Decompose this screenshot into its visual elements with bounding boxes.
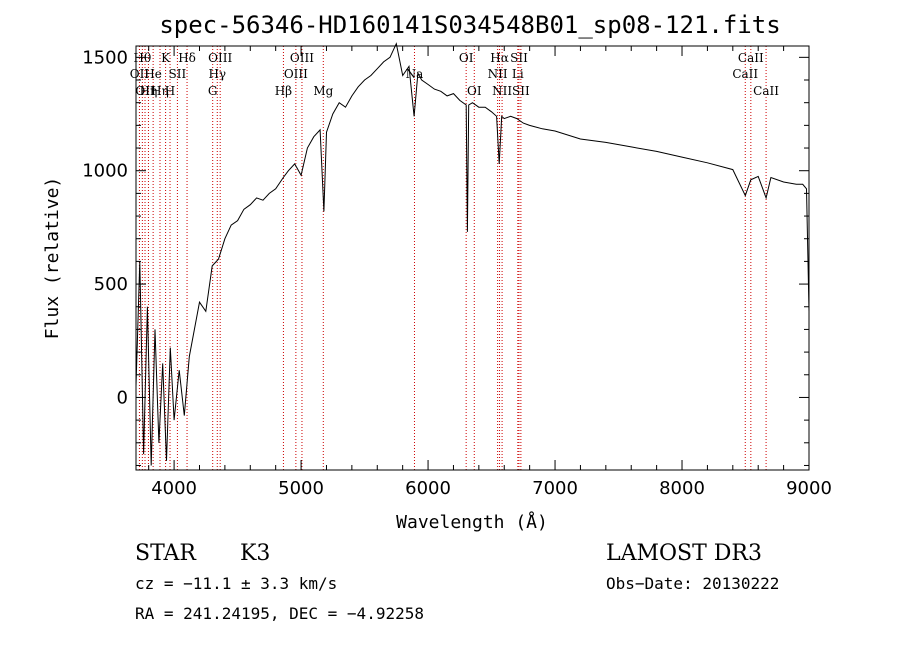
y-axis-label: Flux (relative) <box>42 177 63 340</box>
emission-line-label: G <box>208 84 218 98</box>
emission-line-label: CaII <box>738 51 764 65</box>
x-axis-label: Wavelength (Å) <box>396 511 548 533</box>
x-axis: 4000 5000 6000 7000 8000 9000 <box>148 46 832 499</box>
emission-line-label: Hη <box>140 84 158 98</box>
emission-line-label: OIII <box>284 67 308 81</box>
emission-line-label: K <box>161 51 171 65</box>
emission-line-label: SII <box>169 67 187 81</box>
emission-line-label: Hγ <box>208 67 226 81</box>
emission-line-label: Hδ <box>178 51 196 65</box>
x-tick-label: 7000 <box>532 478 578 499</box>
object-class: STAR <box>135 541 197 566</box>
emission-line-label: NII <box>492 84 512 98</box>
x-tick-label: 6000 <box>405 478 451 499</box>
emission-line-label: Hη <box>151 84 169 98</box>
coordinates: RA = 241.24195, DEC = −4.92258 <box>135 604 424 623</box>
emission-line-label: Hβ <box>275 84 292 98</box>
emission-line-label: CaII <box>732 67 758 81</box>
emission-line-label: SII <box>510 51 528 65</box>
y-tick-label: 1000 <box>82 161 128 182</box>
emission-line-markers <box>138 46 767 470</box>
emission-line-label: NII <box>488 67 508 81</box>
plot-frame <box>135 45 810 471</box>
chart-title: spec-56346-HD160141S034548B01_sp08-121.f… <box>159 11 780 39</box>
x-tick-label: 5000 <box>278 478 324 499</box>
emission-line-label: H <box>165 84 175 98</box>
emission-line-label: OI <box>459 51 474 65</box>
redshift-cz: cz = −11.1 ± 3.3 km/s <box>135 574 337 593</box>
emission-line-label: OI <box>467 84 482 98</box>
emission-line-label: Mg <box>313 84 333 98</box>
y-axis: 0 500 1000 1500 <box>82 47 809 466</box>
y-tick-label: 0 <box>117 387 128 408</box>
emission-line-label: OIII <box>208 51 232 65</box>
observation-date: Obs−Date: 20130222 <box>606 574 779 593</box>
emission-line-label: He <box>144 67 162 81</box>
emission-line-label: Hα <box>490 51 509 65</box>
x-tick-label: 4000 <box>151 478 197 499</box>
x-tick-label: 8000 <box>659 478 705 499</box>
emission-line-label: Li <box>512 67 524 81</box>
survey-name: LAMOST DR3 <box>606 541 762 566</box>
emission-line-label: Hθ <box>133 51 151 65</box>
y-tick-label: 500 <box>94 274 128 295</box>
x-tick-label: 9000 <box>786 478 832 499</box>
emission-line-label: SII <box>512 84 530 98</box>
emission-line-label: OII <box>130 67 150 81</box>
emission-line-label: CaII <box>753 84 779 98</box>
spectral-subclass: K3 <box>240 541 270 566</box>
spectrum-series-line <box>135 42 810 466</box>
emission-line-label: OII <box>135 84 155 98</box>
emission-line-labels: OIIHθOIIHηHeHηKHSIIHδGHγOIIIHβOIIIOIIIMg… <box>130 51 779 98</box>
emission-line-label: OIII <box>290 51 314 65</box>
y-tick-label: 1500 <box>82 47 128 68</box>
